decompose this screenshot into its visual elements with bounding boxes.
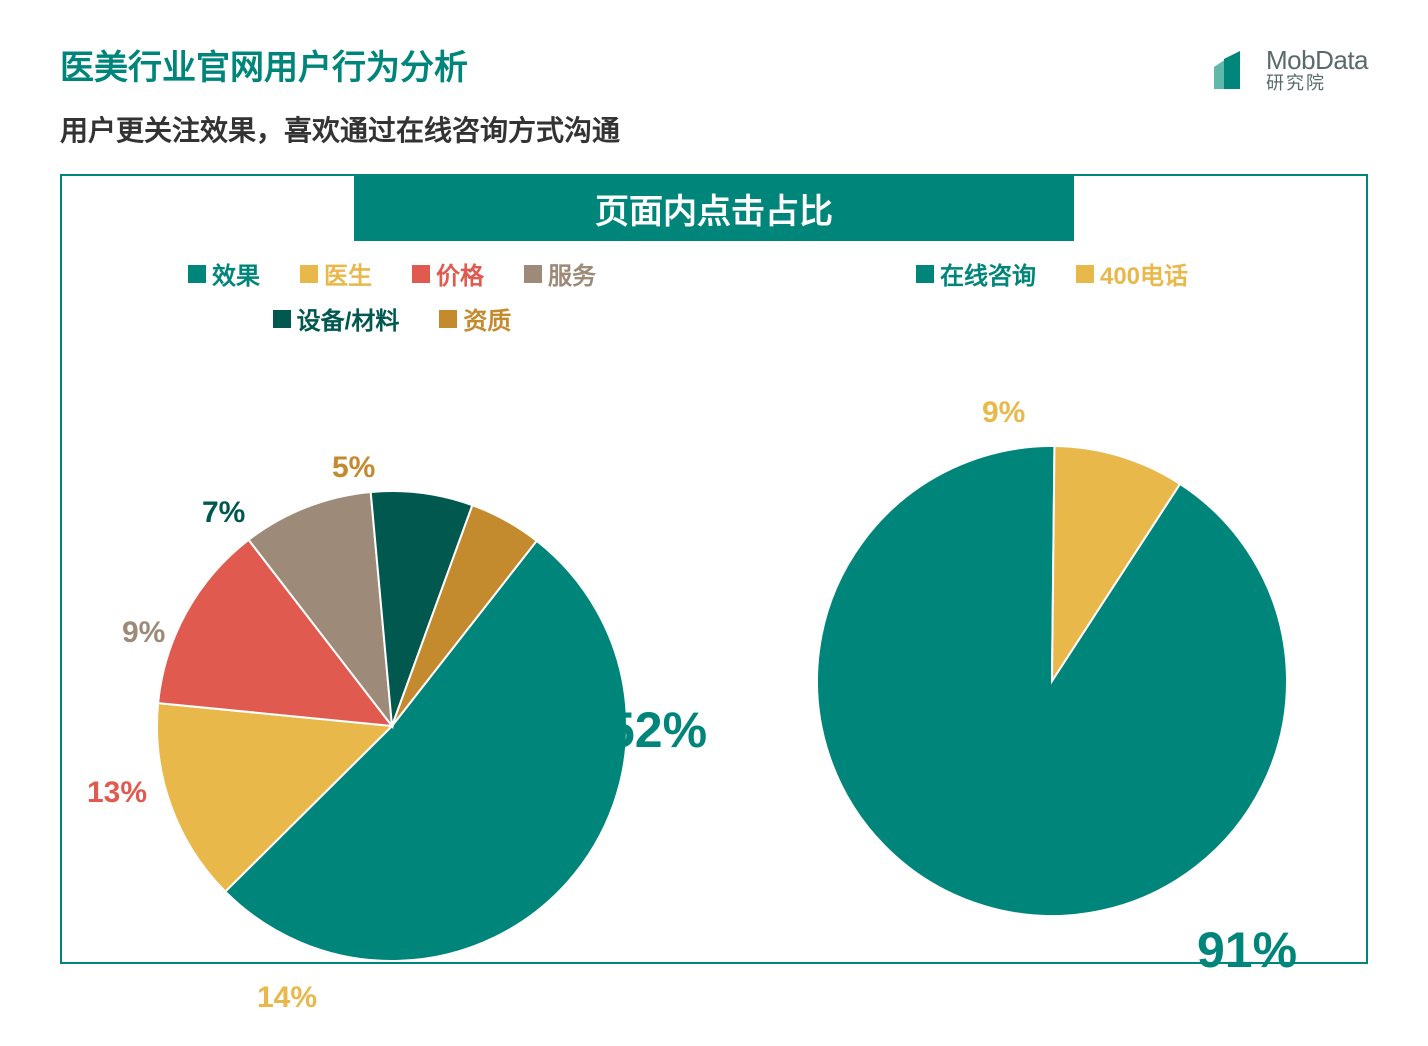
- title-block: 医美行业官网用户行为分析 用户更关注效果，喜欢通过在线咨询方式沟通: [60, 40, 1206, 149]
- legend-swatch: [300, 265, 318, 283]
- slice-percent-label: 9%: [982, 396, 1025, 430]
- legend-label: 服务: [548, 256, 596, 291]
- legend-item: 服务: [524, 256, 596, 291]
- brand-logo-name: MobData: [1266, 46, 1368, 75]
- legend-label: 在线咨询: [940, 256, 1036, 291]
- slice-percent-label: 91%: [1197, 921, 1297, 979]
- chart-left-pie: 52% 14% 13% 9% 7% 5%: [62, 346, 722, 1046]
- slice-percent-label: 13%: [87, 776, 147, 810]
- legend-swatch: [1076, 265, 1094, 283]
- legend-item: 400电话: [1076, 256, 1188, 291]
- sub-title: 用户更关注效果，喜欢通过在线咨询方式沟通: [60, 109, 1206, 149]
- legend-label: 资质: [463, 301, 511, 336]
- brand-logo-sub: 研究院: [1266, 74, 1368, 94]
- legend-item: 资质: [439, 301, 511, 336]
- brand-logo-icon: [1206, 45, 1256, 95]
- legend-swatch: [188, 265, 206, 283]
- chart-right-cell: 在线咨询400电话 91%9%: [722, 236, 1382, 962]
- brand-logo: MobData 研究院: [1206, 40, 1368, 95]
- chart-right-pie: 91% 9%: [722, 301, 1382, 1001]
- legend-item: 效果: [188, 256, 260, 291]
- slice-percent-label: 5%: [332, 451, 375, 485]
- legend-item: 设备/材料: [273, 301, 400, 336]
- legend-label: 价格: [436, 256, 484, 291]
- legend-label: 设备/材料: [297, 301, 400, 336]
- legend-swatch: [916, 265, 934, 283]
- legend-item: 在线咨询: [916, 256, 1036, 291]
- legend-swatch: [524, 265, 542, 283]
- legend-swatch: [412, 265, 430, 283]
- legend-label: 400电话: [1100, 256, 1188, 291]
- chart-left-legend: 效果 医生 价格 服务设备/材料 资质: [62, 236, 722, 346]
- main-title: 医美行业官网用户行为分析: [60, 40, 1206, 89]
- legend-item: 价格: [412, 256, 484, 291]
- slice-percent-label: 52%: [607, 701, 707, 759]
- slice-percent-label: 9%: [122, 616, 165, 650]
- legend-label: 效果: [212, 256, 260, 291]
- panel-title: 页面内点击占比: [354, 176, 1074, 241]
- slice-percent-label: 14%: [257, 981, 317, 1015]
- legend-label: 医生: [324, 256, 372, 291]
- legend-swatch: [439, 310, 457, 328]
- header: 医美行业官网用户行为分析 用户更关注效果，喜欢通过在线咨询方式沟通 MobDat…: [0, 0, 1428, 149]
- legend-item: 医生: [300, 256, 372, 291]
- legend-swatch: [273, 310, 291, 328]
- chart-left-cell: 效果医生价格服务设备/材料资质 52%14%13%9%7%5%: [62, 236, 722, 962]
- chart-right-legend: 在线咨询 400电话: [722, 236, 1382, 301]
- slice-percent-label: 7%: [202, 496, 245, 530]
- chart-panel: 页面内点击占比 效果医生价格服务设备/材料资质 52%14%13%9%7%5% …: [60, 174, 1368, 964]
